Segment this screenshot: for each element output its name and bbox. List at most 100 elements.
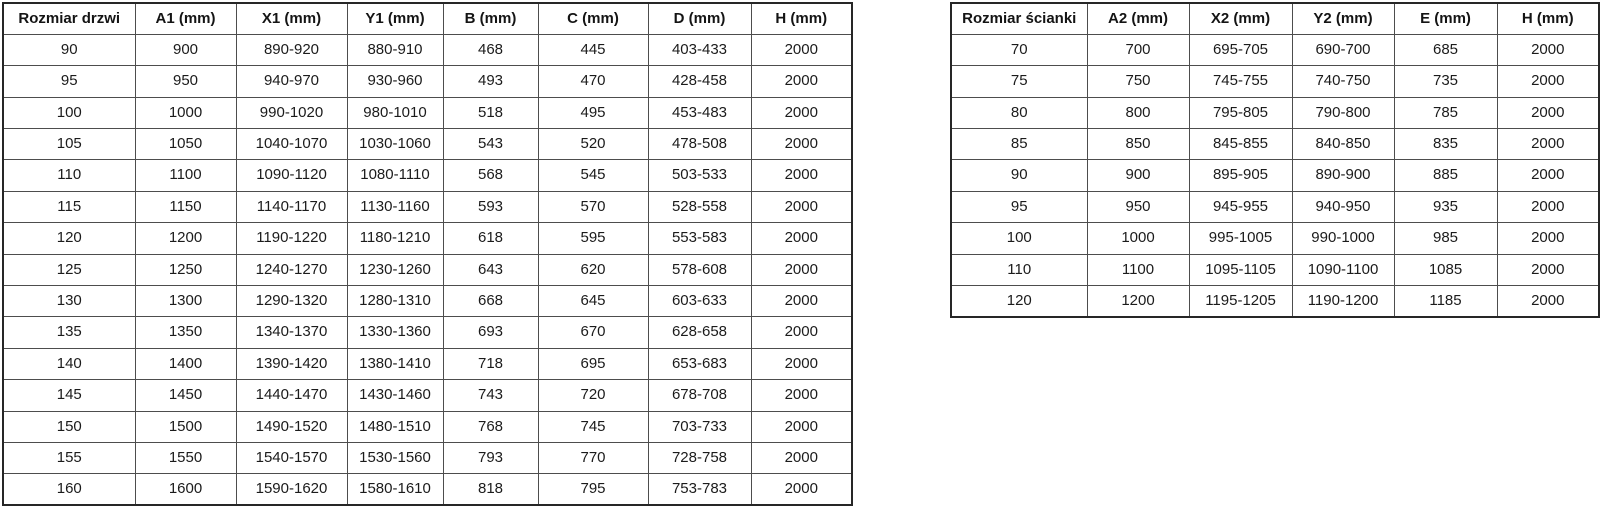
table-cell: 1000 [1086,222,1190,255]
table-cell: 1000 [134,96,237,130]
table-cell: 95 [950,190,1088,224]
table-cell: 995-1005 [1188,222,1293,255]
table-cell: 1290-1320 [235,285,348,318]
column-header: Rozmiar drzwi [2,2,136,35]
table-cell: 80 [950,96,1088,130]
table-cell: 800 [1086,96,1190,130]
table-row: 70 700 695-705 690-700 685 2000 [950,33,1600,67]
table-cell: 628-658 [647,316,752,349]
table-cell: 403-433 [647,33,752,67]
table-cell: 1490-1520 [235,410,348,443]
table-cell: 1090-1120 [235,159,348,192]
column-header: X2 (mm) [1188,2,1293,35]
table-cell: 1085 [1393,253,1498,287]
table-row: 95 950 945-955 940-950 935 2000 [950,190,1600,224]
table-cell: 1040-1070 [235,128,348,161]
table-cell: 115 [2,190,136,224]
table-cell: 643 [442,253,539,287]
column-header: Y1 (mm) [346,2,444,35]
table-cell: 1200 [1086,285,1190,318]
table-cell: 2000 [1496,96,1600,130]
table-cell: 75 [950,65,1088,98]
table-row: 120 1200 1190-1220 1180-1210 618 595 553-583 20… [2,222,853,255]
table-row: 115 1150 1140-1170 1130-1160 593 570 528-558 20… [2,190,853,224]
table-cell: 1550 [134,441,237,475]
table-cell: 728-758 [647,441,752,475]
table-row: 105 1050 1040-1070 1030-1060 543 520 478-508 20… [2,128,853,161]
table-cell: 130 [2,285,136,318]
door-size-table: Rozmiar drzwi A1 (mm) X1 (mm) Y1 (mm) B (mm)… [2,2,853,507]
table-cell: 2000 [750,473,853,506]
table-cell: 2000 [750,347,853,381]
table-cell: 880-910 [346,33,444,67]
table-cell: 1195-1205 [1188,285,1293,318]
table-cell: 520 [537,128,649,161]
table-cell: 528-558 [647,190,752,224]
table-cell: 2000 [750,410,853,443]
table-cell: 678-708 [647,379,752,412]
table-row: 110 1100 1095-1105 1090-1100 1085 2000 [950,253,1600,287]
table-cell: 470 [537,65,649,98]
table-cell: 1190-1200 [1291,285,1395,318]
table-cell: 1340-1370 [235,316,348,349]
table-cell: 125 [2,253,136,287]
table-row: 85 850 845-855 840-850 835 2000 [950,128,1600,161]
table-cell: 1430-1460 [346,379,444,412]
table-cell: 140 [2,347,136,381]
table-cell: 1540-1570 [235,441,348,475]
table-row: 135 1350 1340-1370 1330-1360 693 670 628-658 20… [2,316,853,349]
table-cell: 940-950 [1291,190,1395,224]
table-cell: 568 [442,159,539,192]
column-header: C (mm) [537,2,649,35]
table-cell: 1240-1270 [235,253,348,287]
table-cell: 2000 [1496,222,1600,255]
table-cell: 428-458 [647,65,752,98]
table-cell: 2000 [750,379,853,412]
table-cell: 890-920 [235,33,348,67]
table-cell: 2000 [1496,128,1600,161]
table-cell: 1300 [134,285,237,318]
table-cell: 1095-1105 [1188,253,1293,287]
table-cell: 503-533 [647,159,752,192]
table-cell: 145 [2,379,136,412]
table-cell: 603-633 [647,285,752,318]
table-cell: 90 [2,33,136,67]
table-cell: 930-960 [346,65,444,98]
table-cell: 735 [1393,65,1498,98]
table-cell: 1390-1420 [235,347,348,381]
table-cell: 990-1000 [1291,222,1395,255]
table-cell: 718 [442,347,539,381]
table-cell: 100 [950,222,1088,255]
table-cell: 1350 [134,316,237,349]
table-cell: 690-700 [1291,33,1395,67]
table-cell: 985 [1393,222,1498,255]
table-cell: 110 [950,253,1088,287]
table-cell: 1150 [134,190,237,224]
table-cell: 745 [537,410,649,443]
table-row: 140 1400 1390-1420 1380-1410 718 695 653-683 20… [2,347,853,381]
column-header: X1 (mm) [235,2,348,35]
table-cell: 1580-1610 [346,473,444,506]
table-cell: 740-750 [1291,65,1395,98]
table-cell: 1600 [134,473,237,506]
table-cell: 945-955 [1188,190,1293,224]
table-cell: 850 [1086,128,1190,161]
table-cell: 1400 [134,347,237,381]
table-row: 130 1300 1290-1320 1280-1310 668 645 603-633 20… [2,285,853,318]
table-cell: 2000 [750,33,853,67]
table-cell: 2000 [1496,159,1600,192]
table-cell: 1100 [1086,253,1190,287]
table-cell: 695-705 [1188,33,1293,67]
table-cell: 685 [1393,33,1498,67]
table-row: 125 1250 1240-1270 1230-1260 643 620 578-608 20… [2,253,853,287]
table-cell: 1380-1410 [346,347,444,381]
table-row: 100 1000 995-1005 990-1000 985 2000 [950,222,1600,255]
table-cell: 700 [1086,33,1190,67]
table-cell: 478-508 [647,128,752,161]
table-cell: 818 [442,473,539,506]
table-cell: 1200 [134,222,237,255]
table-cell: 1450 [134,379,237,412]
table-row: 100 1000 990-1020 980-1010 518 495 453-483 2000 [2,96,853,130]
table-cell: 720 [537,379,649,412]
